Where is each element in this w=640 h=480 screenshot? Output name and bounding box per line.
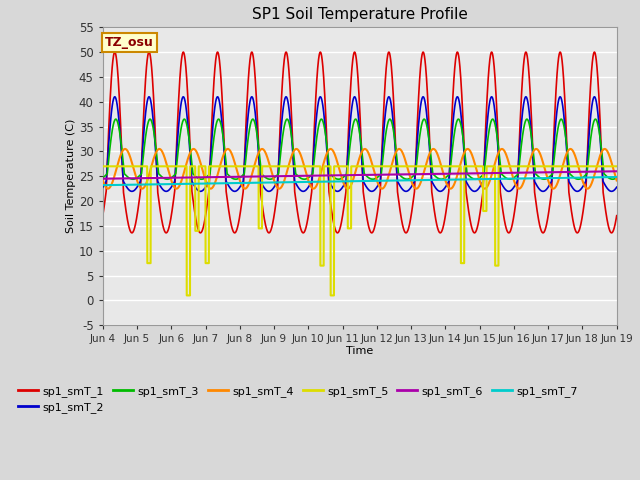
sp1_smT_5 — [183, 292, 191, 298]
sp1_smT_2 — [613, 184, 621, 190]
sp1_smT_2 — [296, 187, 304, 192]
sp1_smT_1 — [296, 223, 304, 229]
sp1_smT_4 — [601, 146, 609, 152]
Title: SP1 Soil Temperature Profile: SP1 Soil Temperature Profile — [252, 7, 468, 22]
sp1_smT_4 — [157, 148, 165, 154]
sp1_smT_4 — [319, 165, 326, 171]
sp1_smT_6 — [157, 175, 165, 181]
sp1_smT_5 — [319, 263, 326, 268]
sp1_smT_7 — [157, 181, 165, 187]
sp1_smT_6 — [603, 168, 611, 174]
sp1_smT_7 — [188, 181, 196, 187]
sp1_smT_5 — [296, 163, 304, 169]
sp1_smT_7 — [99, 182, 107, 188]
sp1_smT_3 — [319, 117, 326, 123]
sp1_smT_4 — [603, 148, 611, 154]
sp1_smT_6 — [613, 168, 621, 174]
sp1_smT_6 — [188, 175, 196, 180]
Line: sp1_smT_6: sp1_smT_6 — [103, 171, 617, 179]
sp1_smT_4 — [548, 185, 556, 191]
sp1_smT_7 — [318, 179, 326, 185]
sp1_smT_3 — [157, 174, 165, 180]
Legend: sp1_smT_1, sp1_smT_2, sp1_smT_3, sp1_smT_4, sp1_smT_5, sp1_smT_6, sp1_smT_7: sp1_smT_1, sp1_smT_2, sp1_smT_3, sp1_smT… — [13, 382, 582, 418]
sp1_smT_6 — [318, 173, 326, 179]
sp1_smT_5 — [603, 163, 611, 169]
sp1_smT_4 — [296, 150, 304, 156]
sp1_smT_3 — [99, 175, 107, 180]
Line: sp1_smT_4: sp1_smT_4 — [103, 149, 617, 189]
sp1_smT_5 — [157, 163, 165, 169]
sp1_smT_1 — [188, 190, 196, 195]
sp1_smT_5 — [188, 163, 196, 169]
sp1_smT_1 — [608, 230, 616, 236]
sp1_smT_2 — [548, 179, 556, 184]
sp1_smT_4 — [99, 178, 107, 183]
sp1_smT_1 — [548, 190, 556, 195]
sp1_smT_5 — [548, 163, 556, 169]
sp1_smT_1 — [111, 49, 118, 55]
X-axis label: Time: Time — [346, 346, 373, 356]
sp1_smT_2 — [157, 185, 165, 191]
sp1_smT_5 — [99, 163, 107, 169]
Y-axis label: Soil Temperature (C): Soil Temperature (C) — [66, 119, 76, 233]
sp1_smT_3 — [609, 176, 616, 182]
sp1_smT_3 — [603, 173, 611, 179]
sp1_smT_2 — [111, 94, 118, 100]
Line: sp1_smT_7: sp1_smT_7 — [103, 177, 617, 185]
sp1_smT_4 — [104, 186, 112, 192]
sp1_smT_6 — [547, 169, 555, 175]
sp1_smT_1 — [603, 215, 611, 221]
sp1_smT_7 — [547, 175, 555, 181]
sp1_smT_4 — [188, 147, 196, 153]
sp1_smT_1 — [157, 216, 165, 222]
sp1_smT_2 — [188, 179, 196, 184]
sp1_smT_1 — [99, 213, 107, 218]
sp1_smT_3 — [548, 172, 556, 178]
sp1_smT_3 — [112, 116, 120, 122]
sp1_smT_3 — [188, 163, 196, 168]
sp1_smT_5 — [613, 163, 621, 169]
sp1_smT_3 — [613, 175, 621, 180]
Line: sp1_smT_1: sp1_smT_1 — [103, 52, 617, 233]
sp1_smT_7 — [296, 179, 303, 185]
Line: sp1_smT_2: sp1_smT_2 — [103, 97, 617, 192]
sp1_smT_7 — [603, 174, 611, 180]
sp1_smT_2 — [319, 99, 326, 105]
sp1_smT_2 — [99, 184, 107, 190]
Line: sp1_smT_5: sp1_smT_5 — [103, 166, 617, 295]
sp1_smT_6 — [296, 173, 303, 179]
sp1_smT_2 — [608, 189, 616, 194]
sp1_smT_1 — [613, 213, 621, 218]
sp1_smT_7 — [613, 174, 621, 180]
Line: sp1_smT_3: sp1_smT_3 — [103, 119, 617, 179]
Text: TZ_osu: TZ_osu — [106, 36, 154, 49]
sp1_smT_3 — [296, 175, 304, 180]
sp1_smT_4 — [613, 178, 621, 183]
sp1_smT_2 — [603, 185, 611, 191]
sp1_smT_6 — [99, 176, 107, 181]
sp1_smT_1 — [319, 58, 326, 64]
